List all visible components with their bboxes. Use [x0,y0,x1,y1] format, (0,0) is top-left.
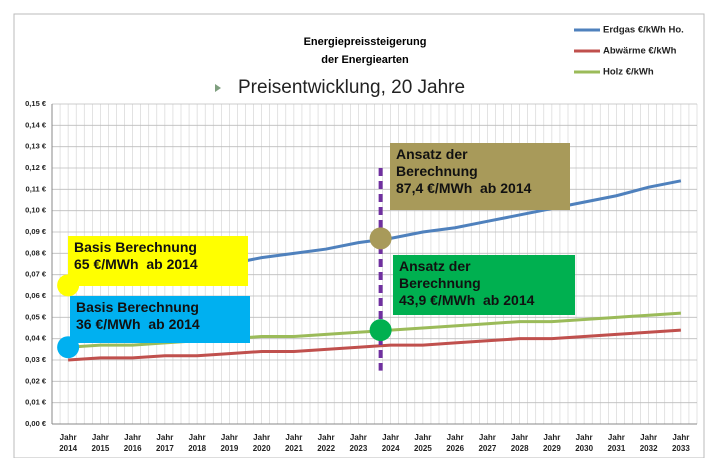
y-tick-label: 0,02 € [25,376,47,385]
y-tick-label: 0,03 € [25,355,47,364]
legend-label: Abwärme €/kWh [603,46,677,57]
annotation-box: Basis Berechnung 36 €/MWh ab 2014 [70,296,250,343]
bullet [215,84,221,92]
series-line [68,328,681,362]
x-tick-label: Jahr 2019 [220,433,239,453]
x-tick-label: Jahr 2032 [639,433,658,453]
legend-label: Holz €/kWh [603,67,654,78]
annotation-text: Ansatz der [399,258,471,274]
x-tick-label: Jahr 2028 [510,433,529,453]
y-tick-label: 0,15 € [25,99,47,108]
x-tick-label: Jahr 2015 [91,433,110,453]
annotation-text: 65 €/MWh ab 2014 [74,256,198,272]
annotation-text: 87,4 €/MWh ab 2014 [396,180,532,196]
annotation-box: Ansatz der Berechnung 43,9 €/MWh ab 2014 [393,255,575,315]
chart-title: der Energiearten [321,54,409,66]
annotation-text: 43,9 €/MWh ab 2014 [399,292,535,308]
x-tick-label: Jahr 2030 [575,433,594,453]
annotation-text: Ansatz der [396,146,468,162]
annotation-box: Ansatz der Berechnung 87,4 €/MWh ab 2014 [390,143,570,210]
annotation-text: Berechnung [396,163,478,179]
x-tick-label: Jahr 2014 [59,433,78,453]
chart-title: Energiepreissteigerung [304,36,427,48]
annotation-text: 36 €/MWh ab 2014 [76,316,200,332]
legend-label: Erdgas €/kWh Ho. [603,25,684,36]
y-tick-label: 0,04 € [25,334,47,343]
y-tick-label: 0,06 € [25,291,47,300]
x-tick-label: Jahr 2022 [317,433,336,453]
y-tick-label: 0,13 € [25,142,47,151]
x-tick-label: Jahr 2016 [123,433,142,453]
x-tick-label: Jahr 2018 [188,433,207,453]
x-tick-label: Jahr 2017 [155,433,174,453]
annotation-text: Berechnung [399,275,481,291]
annotation-text: Basis Berechnung [74,239,197,255]
annotation-box: Basis Berechnung 65 €/MWh ab 2014 [68,236,248,286]
y-tick-label: 0,08 € [25,248,47,257]
x-tick-label: Jahr 2027 [478,433,497,453]
x-tick-label: Jahr 2029 [542,433,561,453]
x-tick-label: Jahr 2031 [607,433,626,453]
annotation-text: Basis Berechnung [76,299,199,315]
y-tick-label: 0,12 € [25,163,47,172]
x-tick-label: Jahr 2033 [671,433,690,453]
x-tick-label: Jahr 2021 [284,433,303,453]
subtitle: Preisentwicklung, 20 Jahre [238,77,465,98]
x-tick-label: Jahr 2026 [446,433,465,453]
x-tick-label: Jahr 2024 [381,433,400,453]
y-tick-label: 0,11 € [26,184,47,193]
y-tick-label: 0,09 € [25,227,47,236]
y-tick-label: 0,05 € [25,312,47,321]
y-tick-label: 0,14 € [25,120,47,129]
y-tick-label: 0,07 € [25,270,47,279]
y-tick-label: 0,01 € [25,398,47,407]
y-tick-label: 0,10 € [25,206,47,215]
x-tick-label: Jahr 2020 [252,433,271,453]
y-tick-label: 0,00 € [25,419,47,428]
x-tick-label: Jahr 2025 [413,433,432,453]
x-tick-label: Jahr 2023 [349,433,368,453]
